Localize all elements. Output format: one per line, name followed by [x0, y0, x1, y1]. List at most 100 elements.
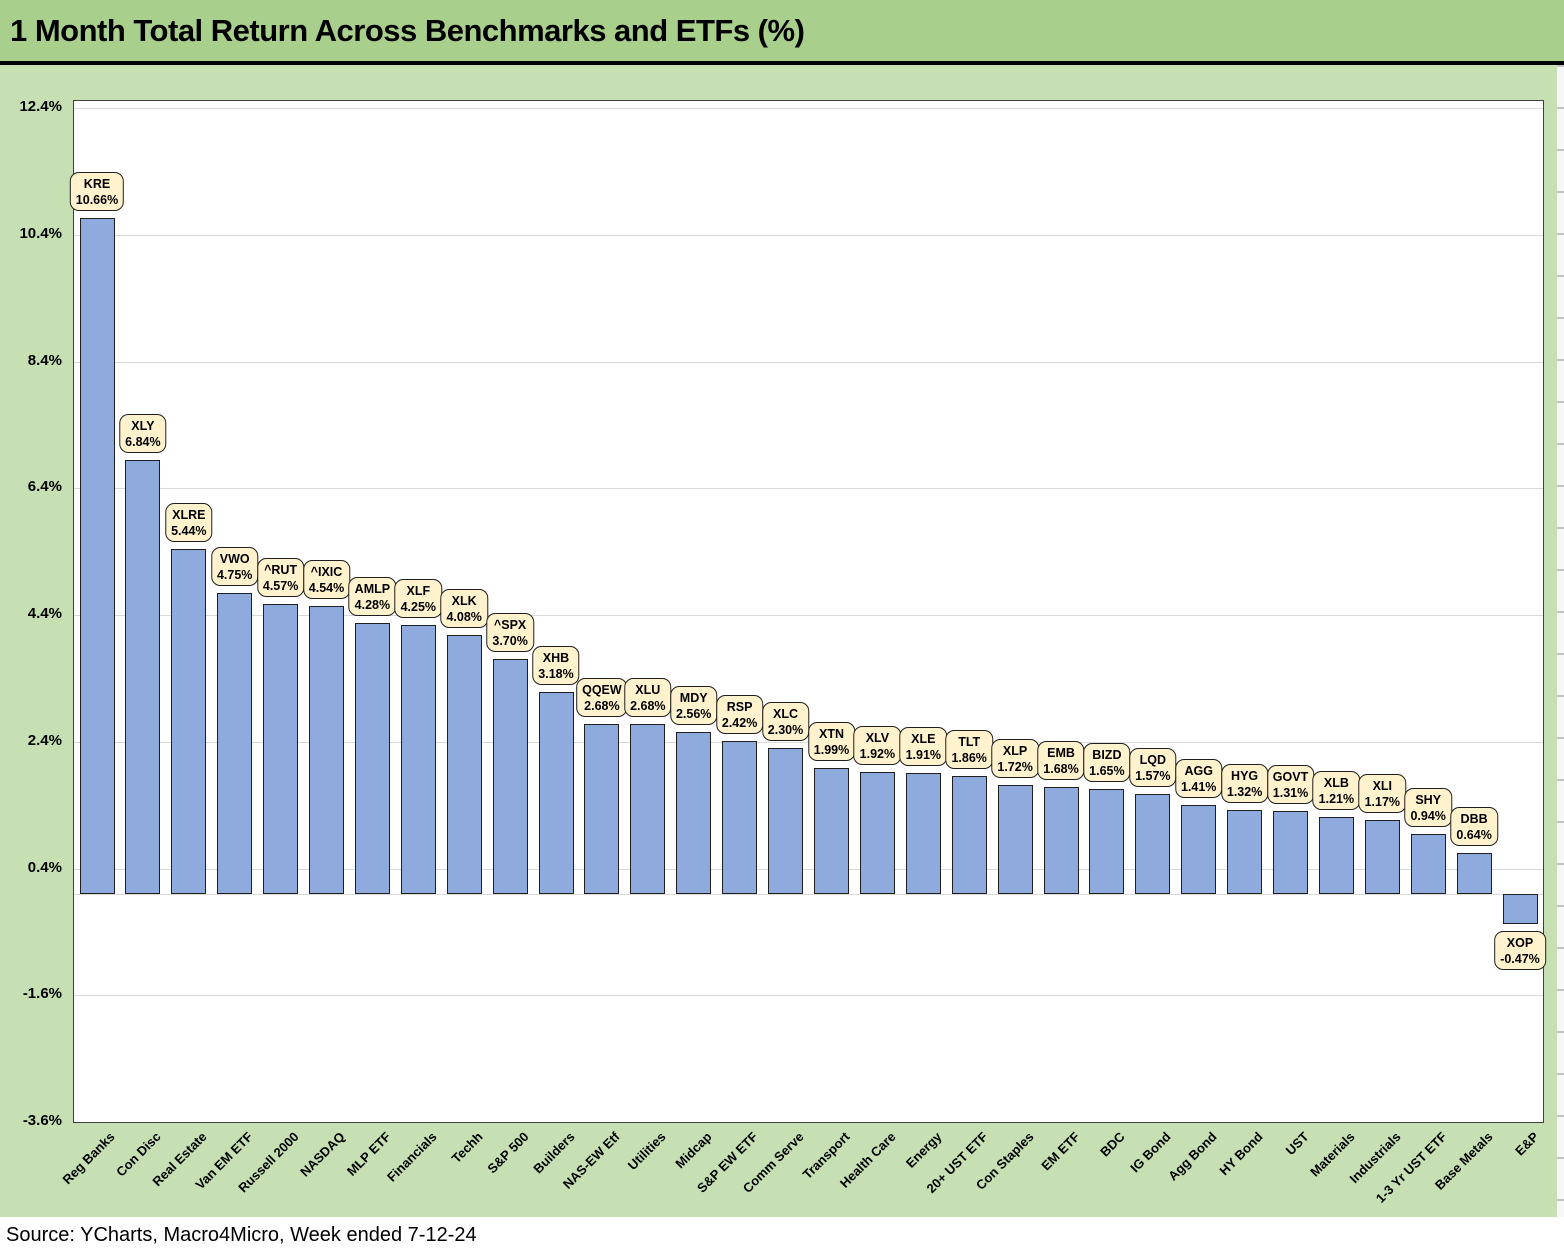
data-label-ticker-mdy: MDY	[679, 690, 708, 705]
data-label-value-emb: 1.68%	[1043, 762, 1079, 777]
gridline--1.6	[74, 995, 1543, 997]
data-label-ticker-tlt: TLT	[958, 735, 981, 749]
bar-rut	[263, 604, 299, 894]
bar-xlre	[171, 549, 207, 894]
title-divider	[0, 61, 1564, 65]
data-label-ticker-rsp: RSP	[726, 699, 753, 714]
data-label-value-spx: 3.70%	[492, 634, 528, 649]
bar-xop	[1502, 893, 1538, 924]
data-label-ticker-dbb: DBB	[1460, 812, 1488, 827]
data-label-xtn: XTN 1.99%	[807, 721, 856, 761]
data-label-ticker-xop: XOP	[1506, 935, 1534, 950]
data-label-value-mdy: 2.56%	[675, 706, 712, 721]
data-label-xop: XOP -0.47%	[1494, 930, 1546, 970]
gridline-10.4	[74, 234, 1543, 236]
data-label-value-xlv: 1.92%	[859, 747, 896, 762]
data-label-govt: GOVT 1.31%	[1266, 764, 1315, 804]
data-label-qqew: QQEW 2.68%	[576, 678, 628, 717]
data-label-ticker-lqd: LQD	[1139, 753, 1166, 768]
y-tick--1.6: -1.6%	[22, 985, 62, 1003]
data-label-value-rsp: 2.42%	[721, 715, 758, 730]
data-label-value-xhb: 3.18%	[538, 667, 574, 682]
bar-bizd	[1089, 789, 1125, 894]
bar-xly	[125, 460, 161, 894]
bar-xlc	[768, 748, 803, 894]
bar-xhb	[538, 692, 574, 894]
data-label-mdy: MDY 2.56%	[669, 685, 718, 725]
bar-ixic	[309, 606, 344, 894]
chart-title: 1 Month Total Return Across Benchmarks a…	[10, 12, 805, 48]
data-label-tlt: TLT 1.86%	[945, 730, 993, 769]
data-label-value-bizd: 1.65%	[1089, 764, 1125, 779]
data-label-rut: ^RUT 4.57%	[256, 558, 305, 598]
data-label-ticker-xlk: XLK	[451, 594, 477, 609]
data-label-value-xlk: 4.08%	[446, 610, 482, 625]
bar-xlu	[630, 724, 666, 894]
data-label-ticker-xle: XLE	[911, 731, 936, 746]
bar-emb	[1043, 787, 1079, 894]
data-label-bizd: BIZD 1.65%	[1083, 743, 1131, 783]
data-label-ticker-rut: ^RUT	[264, 563, 298, 578]
data-label-xlc: XLC 2.30%	[761, 702, 810, 742]
bar-hyg	[1227, 810, 1263, 894]
data-label-xly: XLY 6.84%	[119, 414, 167, 454]
bar-mdy	[676, 731, 712, 894]
data-label-xlu: XLU 2.68%	[624, 678, 672, 717]
data-label-xlp: XLP 1.72%	[991, 738, 1039, 778]
data-label-ticker-govt: GOVT	[1272, 769, 1309, 784]
gridline-0	[74, 893, 1543, 895]
data-label-ticker-ixic: ^IXIC	[310, 565, 343, 580]
gridline-4.4	[74, 615, 1543, 616]
data-label-ticker-qqew: QQEW	[582, 683, 622, 697]
data-label-value-dbb: 0.64%	[1456, 828, 1492, 843]
data-label-value-agg: 1.41%	[1180, 779, 1217, 794]
bar-dbb	[1456, 853, 1492, 894]
y-tick-0.4: 0.4%	[27, 858, 62, 876]
bar-spx	[492, 659, 528, 894]
data-label-value-xlp: 1.72%	[997, 759, 1033, 774]
data-label-hyg: HYG 1.32%	[1220, 764, 1269, 804]
data-label-emb: EMB 1.68%	[1037, 741, 1085, 781]
data-label-value-xle: 1.91%	[905, 747, 942, 762]
bar-xlk	[446, 635, 482, 894]
data-label-ticker-vwo: VWO	[219, 551, 250, 566]
y-tick-10.4: 10.4%	[19, 224, 62, 242]
data-label-value-xlc: 2.30%	[767, 723, 804, 738]
data-label-value-govt: 1.31%	[1272, 785, 1309, 800]
gridline-6.4	[74, 488, 1543, 490]
data-label-ticker-hyg: HYG	[1231, 769, 1259, 784]
bar-xli	[1364, 819, 1400, 894]
bar-rsp	[722, 740, 758, 894]
data-label-value-tlt: 1.86%	[951, 751, 987, 765]
data-label-ticker-xlc: XLC	[772, 707, 798, 722]
data-label-ticker-agg: AGG	[1184, 763, 1213, 778]
data-label-value-amlp: 4.28%	[354, 597, 391, 612]
chart-area: KRE 10.66% XLY 6.84% XLRE 5.44% VWO 4.75% ^RUT 4.…	[0, 65, 1557, 1217]
data-label-lqd: LQD 1.57%	[1129, 748, 1177, 788]
data-label-xhb: XHB 3.18%	[532, 646, 580, 686]
data-label-agg: AGG 1.41%	[1174, 758, 1223, 798]
data-label-value-qqew: 2.68%	[584, 699, 620, 713]
data-label-ticker-xlf: XLF	[406, 583, 431, 598]
data-label-value-xly: 6.84%	[125, 435, 161, 450]
data-label-xlk: XLK 4.08%	[440, 589, 488, 629]
data-label-amlp: AMLP 4.28%	[348, 576, 397, 616]
data-label-value-xlu: 2.68%	[630, 699, 666, 713]
data-label-ticker-xlre: XLRE	[172, 508, 206, 523]
data-label-value-vwo: 4.75%	[216, 567, 253, 582]
data-label-ticker-emb: EMB	[1047, 746, 1075, 761]
y-tick-6.4: 6.4%	[27, 478, 62, 496]
bar-govt	[1273, 810, 1308, 894]
data-label-ticker-xhb: XHB	[542, 651, 570, 666]
data-label-spx: ^SPX 3.70%	[486, 613, 534, 653]
data-label-value-rut: 4.57%	[262, 579, 299, 594]
data-label-value-xli: 1.17%	[1364, 794, 1401, 809]
y-tick-8.4: 8.4%	[27, 351, 62, 369]
gridline-12.4	[74, 108, 1543, 109]
bar-xlf	[400, 624, 436, 894]
bar-xlv	[859, 772, 895, 894]
data-label-value-xop: -0.47%	[1500, 951, 1540, 966]
bar-xlb	[1318, 817, 1354, 894]
data-label-rsp: RSP 2.42%	[715, 694, 764, 734]
